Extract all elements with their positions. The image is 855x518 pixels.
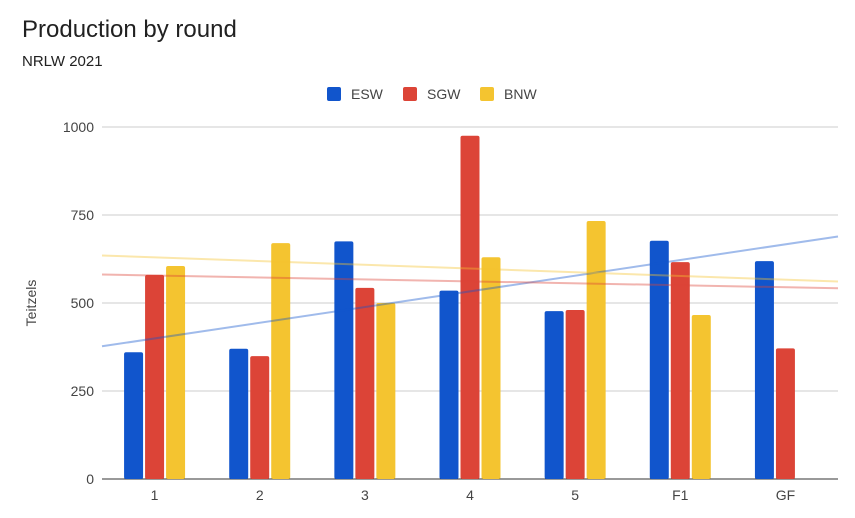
bar-bnw-3[interactable] <box>376 303 396 479</box>
bar-sgw-5[interactable] <box>565 310 585 479</box>
y-tick-label: 1000 <box>63 119 94 135</box>
bar-esw-gf[interactable] <box>754 261 774 479</box>
bar-bnw-4[interactable] <box>481 257 501 479</box>
x-axis-ticks: 1 2 3 4 5 F1 GF <box>151 487 795 503</box>
x-tick-label: 5 <box>571 487 579 503</box>
legend-label-bnw: BNW <box>504 86 537 102</box>
x-tick-label: 2 <box>256 487 264 503</box>
legend-label-esw: ESW <box>351 86 384 102</box>
bar-sgw-1[interactable] <box>145 274 165 479</box>
bar-bnw-5[interactable] <box>586 220 606 479</box>
trendline-bnw <box>101 254 839 283</box>
bars <box>124 135 795 480</box>
bar-esw-2[interactable] <box>229 348 249 479</box>
y-axis-ticks: 0 250 500 750 1000 <box>63 119 94 487</box>
x-tick-label: GF <box>776 487 795 503</box>
bar-esw-3[interactable] <box>334 241 354 479</box>
y-tick-label: 0 <box>86 471 94 487</box>
bar-sgw-3[interactable] <box>355 287 375 479</box>
bar-esw-1[interactable] <box>124 352 144 479</box>
chart-title: Production by round <box>22 16 237 43</box>
legend-swatch-bnw <box>480 87 494 101</box>
trendline-esw <box>101 235 839 348</box>
legend-swatch-sgw <box>403 87 417 101</box>
bar-esw-4[interactable] <box>439 290 459 479</box>
bar-sgw-f1[interactable] <box>670 262 690 479</box>
trendline-sgw <box>101 273 839 290</box>
bar-bnw-f1[interactable] <box>691 314 711 479</box>
y-axis-label: Teitzels <box>23 280 39 327</box>
y-tick-label: 500 <box>71 295 95 311</box>
legend-label-sgw: SGW <box>427 86 461 102</box>
bar-bnw-2[interactable] <box>271 243 291 479</box>
bar-sgw-2[interactable] <box>250 356 270 479</box>
bar-sgw-4[interactable] <box>460 135 480 480</box>
bar-esw-5[interactable] <box>544 311 564 479</box>
x-tick-label: F1 <box>672 487 689 503</box>
bar-bnw-1[interactable] <box>166 266 186 479</box>
bar-esw-f1[interactable] <box>649 240 669 479</box>
x-tick-label: 3 <box>361 487 369 503</box>
legend: ESW SGW BNW <box>327 86 537 102</box>
bar-sgw-gf[interactable] <box>775 348 795 479</box>
y-tick-label: 250 <box>71 383 95 399</box>
chart-subtitle: NRLW 2021 <box>22 53 103 70</box>
y-tick-label: 750 <box>71 207 95 223</box>
x-tick-label: 1 <box>151 487 159 503</box>
x-tick-label: 4 <box>466 487 474 503</box>
trendlines <box>101 235 839 348</box>
legend-swatch-esw <box>327 87 341 101</box>
